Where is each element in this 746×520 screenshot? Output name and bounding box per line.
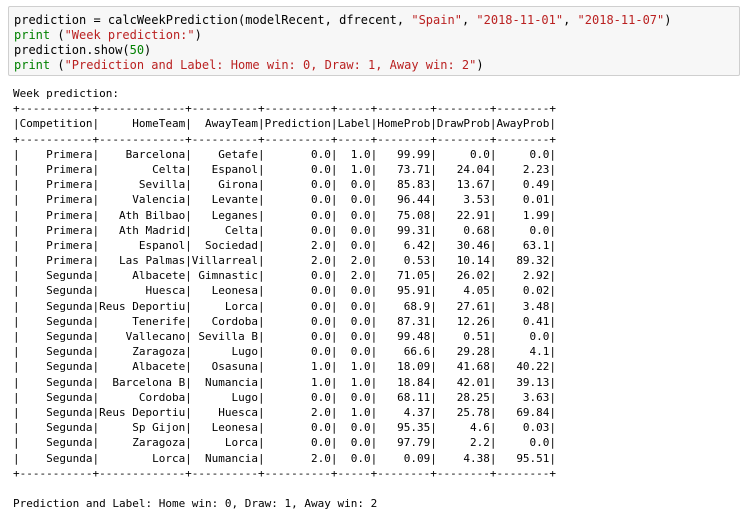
- table-row: | Primera| Valencia| Levante| 0.0| 0.0| …: [13, 193, 557, 207]
- code-line-3-prefix: prediction.show(: [14, 43, 130, 57]
- code-line-4-string: "Prediction and Label: Home win: 0, Draw…: [64, 58, 477, 72]
- table-row: | Segunda| Vallecano| Sevilla B| 0.0| 0.…: [13, 330, 557, 343]
- code-line-1-end-date-string: "2018-11-07": [577, 13, 665, 27]
- table-row: | Primera| Ath Madrid| Celta| 0.0| 0.0| …: [13, 223, 557, 237]
- table-row: | Primera| Espanol| Sociedad| 2.0| 0.0| …: [13, 238, 557, 252]
- table-row: | Segunda|Reus Deportiu| Huesca| 2.0| 1.…: [13, 405, 557, 419]
- table-row: | Segunda|Reus Deportiu| Lorca| 0.0| 0.0…: [13, 299, 557, 313]
- table-header-row: |Competition| HomeTeam| AwayTeam|Predict…: [13, 117, 557, 131]
- code-line-1: prediction = calcWeekPrediction(modelRec…: [14, 13, 734, 28]
- code-line-4: print ("Prediction and Label: Home win: …: [14, 58, 734, 73]
- table-border-header: +-----------+-------------+----------+--…: [13, 132, 557, 146]
- code-line-3: prediction.show(50): [14, 43, 734, 58]
- table-row: | Primera| Celta| Espanol| 0.0| 1.0| 73.…: [13, 162, 557, 176]
- code-line-1-prefix: prediction = calcWeekPrediction(modelRec…: [14, 13, 412, 27]
- code-line-1-suffix: ): [664, 13, 672, 27]
- code-line-1-separator-2: ,: [563, 13, 578, 27]
- code-line-2: print ("Week prediction:"): [14, 28, 734, 43]
- code-line-3-suffix: ): [144, 43, 152, 57]
- output-blank-line: [13, 481, 738, 496]
- code-line-2-close: ): [194, 28, 202, 42]
- table-row: | Primera| Sevilla| Girona| 0.0| 0.0| 85…: [13, 178, 557, 192]
- code-line-4-keyword: print: [14, 58, 51, 72]
- results-table: +-----------+-------------+----------+--…: [13, 101, 738, 481]
- code-input-area[interactable]: prediction = calcWeekPrediction(modelRec…: [8, 6, 740, 76]
- code-line-2-open: (: [50, 28, 65, 42]
- table-row: | Primera| Barcelona| Getafe| 0.0| 1.0| …: [13, 147, 557, 161]
- cell-output-area: Week prediction: +-----------+-----------…: [13, 86, 738, 516]
- table-row: | Segunda| Cordoba| Lugo| 0.0| 0.0| 68.1…: [13, 390, 557, 404]
- code-line-3-number: 50: [129, 43, 145, 57]
- table-border-top: +-----------+-------------+----------+--…: [13, 102, 557, 116]
- output-footer-text: Prediction and Label: Home win: 0, Draw:…: [13, 497, 378, 511]
- output-header-text: Week prediction:: [13, 87, 119, 100]
- code-line-2-keyword: print: [14, 28, 51, 42]
- output-text: Week prediction: +-----------+-----------…: [13, 86, 738, 511]
- code-line-1-country-string: "Spain": [411, 13, 462, 27]
- table-row: | Segunda| Huesca| Leonesa| 0.0| 0.0| 95…: [13, 284, 557, 298]
- table-row: | Segunda| Sp Gijon| Leonesa| 0.0| 0.0| …: [13, 421, 557, 435]
- table-row: | Segunda| Zaragoza| Lorca| 0.0| 0.0| 97…: [13, 436, 557, 450]
- table-row: | Segunda| Albacete| Osasuna| 1.0| 1.0| …: [13, 360, 557, 374]
- code-line-1-start-date-string: "2018-11-01": [476, 13, 564, 27]
- code-line-2-string: "Week prediction:": [64, 28, 195, 42]
- code-line-4-open: (: [50, 58, 65, 72]
- table-row: | Segunda| Albacete| Gimnastic| 0.0| 2.0…: [13, 269, 557, 283]
- table-row: | Segunda| Zaragoza| Lugo| 0.0| 0.0| 66.…: [13, 345, 557, 359]
- table-row: | Segunda| Barcelona B| Numancia| 1.0| 1…: [13, 375, 557, 389]
- table-row: | Segunda| Tenerife| Cordoba| 0.0| 0.0| …: [13, 314, 557, 328]
- table-row: | Primera| Ath Bilbao| Leganes| 0.0| 0.0…: [13, 208, 557, 222]
- code-line-4-close: ): [476, 58, 484, 72]
- table-row: | Primera| Las Palmas|Villarreal| 2.0| 2…: [13, 254, 557, 268]
- code-line-1-separator-1: ,: [461, 13, 477, 27]
- table-border-bottom: +-----------+-------------+----------+--…: [13, 466, 557, 480]
- table-row: | Segunda| Lorca| Numancia| 2.0| 0.0| 0.…: [13, 451, 557, 465]
